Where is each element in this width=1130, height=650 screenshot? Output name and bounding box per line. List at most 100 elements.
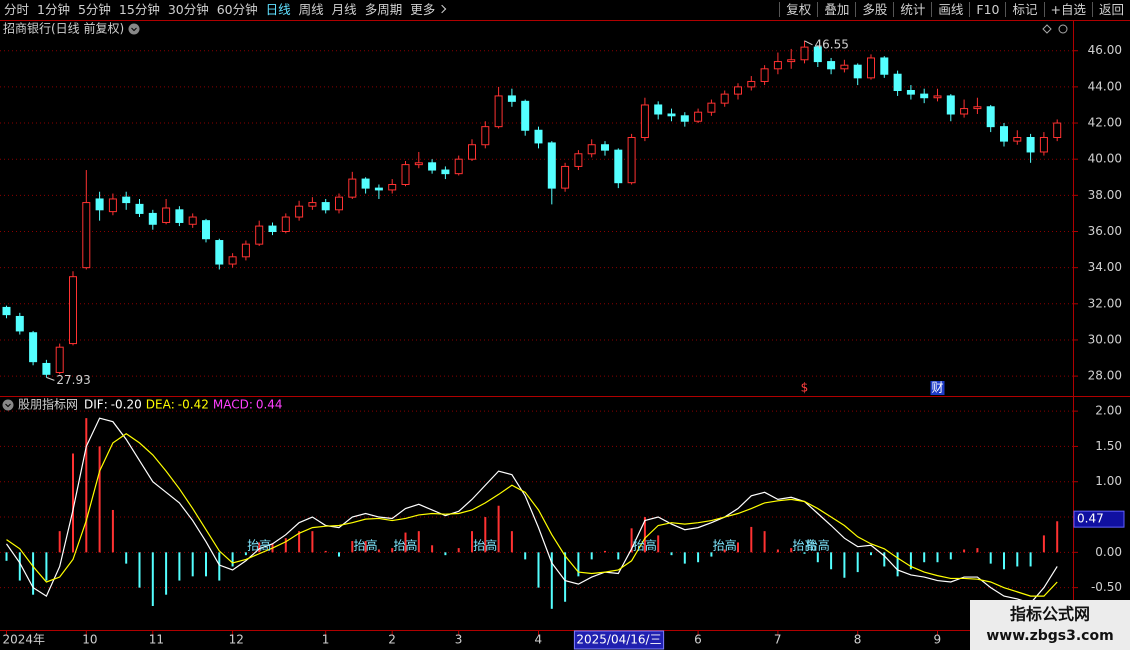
candle-body	[468, 144, 476, 160]
candle-body	[574, 153, 583, 167]
candle-body	[946, 95, 955, 115]
event-label: 财	[931, 381, 943, 395]
candle-body	[614, 149, 623, 184]
y-tick-label: 36.00	[1088, 224, 1122, 238]
toolbar-button[interactable]: 统计	[893, 2, 932, 17]
candle-body	[321, 202, 330, 211]
y-tick-label: 38.00	[1088, 188, 1122, 202]
candle-body	[1053, 122, 1062, 138]
candle-body	[694, 111, 703, 122]
candle-body	[521, 100, 530, 131]
candle-body	[734, 86, 742, 95]
toolbar-button[interactable]: 叠加	[817, 2, 856, 17]
y-tick-label: 28.00	[1088, 369, 1122, 383]
candle-body	[69, 276, 77, 345]
x-tick-label: 4	[535, 633, 543, 647]
candle-body	[507, 95, 516, 102]
candle-body	[95, 198, 104, 211]
y-tick-label: 1.50	[1095, 439, 1122, 453]
icon[interactable]	[1058, 24, 1068, 34]
legend-sep: :	[171, 398, 175, 412]
low-label: 27.93	[56, 373, 90, 387]
chart-title: 招商银行(日线 前复权)	[3, 21, 124, 36]
candle-body	[680, 115, 689, 122]
x-tick-label: 8	[854, 633, 862, 647]
candle-body	[162, 207, 171, 223]
toolbar-button[interactable]: 60分钟	[216, 2, 258, 17]
toolbar-button[interactable]: 30分钟	[167, 2, 209, 17]
candle-body	[42, 362, 51, 375]
icon[interactable]	[1042, 24, 1052, 34]
candle-body	[893, 73, 902, 91]
toolbar-button[interactable]: 周线	[298, 2, 324, 17]
toolbar-button[interactable]: 分时	[4, 2, 30, 17]
x-tick-label: 10	[82, 633, 97, 647]
menu-icon[interactable]	[2, 399, 14, 411]
toolbar-button[interactable]: 标记	[1005, 2, 1044, 17]
y-tick-label: 2.00	[1095, 404, 1122, 418]
x-tick-label: 2024年	[3, 633, 46, 647]
signal-label: 抬高	[473, 538, 497, 553]
legend-value: -0.20	[111, 398, 142, 412]
candle-body	[148, 212, 157, 225]
indicator-line	[6, 417, 1058, 604]
indicator-line	[6, 432, 1058, 597]
candle-body	[1013, 137, 1022, 142]
candle-body	[374, 187, 383, 191]
candle-body	[787, 59, 796, 63]
candle-body	[401, 164, 410, 186]
toolbar-button[interactable]: 1分钟	[37, 2, 70, 17]
candle-body	[534, 129, 543, 144]
legend-name: MACD	[213, 398, 249, 412]
candle-body	[906, 90, 915, 95]
toolbar-button[interactable]: 复权	[779, 2, 818, 17]
high-pointer	[804, 40, 813, 46]
x-tick-label: 7	[774, 633, 782, 647]
candle-body	[933, 95, 942, 99]
toolbar-button[interactable]: 画线	[931, 2, 970, 17]
toolbar-button[interactable]: 日线	[265, 2, 291, 17]
x-tick-label: 3	[455, 633, 463, 647]
x-tick-label: 12	[229, 633, 244, 647]
candle-body	[760, 68, 769, 82]
event-badge	[930, 381, 945, 395]
legend-value: 0.44	[256, 398, 283, 412]
legend-sep: :	[104, 398, 108, 412]
toolbar-button[interactable]: +自选	[1043, 2, 1092, 17]
signal-label: 抬高	[806, 538, 830, 553]
legend-name: DIF	[84, 398, 104, 412]
toolbar-button[interactable]: 5分钟	[77, 2, 111, 17]
candle-body	[15, 315, 24, 332]
toolbar-button[interactable]: 15分钟	[118, 2, 160, 17]
toolbar-button[interactable]: F10	[969, 2, 1006, 17]
candle-body	[268, 225, 277, 232]
cursor-value: 0.47	[1077, 512, 1104, 526]
candle-body	[2, 306, 11, 316]
x-tick-label: 9	[934, 633, 942, 647]
candle-body	[707, 102, 716, 113]
candle-body	[813, 46, 822, 63]
candle-body	[853, 64, 862, 79]
candle-body	[202, 220, 210, 240]
toolbar-button[interactable]: 多股	[855, 2, 894, 17]
toolbar-button[interactable]: 多周期	[364, 2, 403, 17]
candle-body	[454, 158, 463, 175]
candle-body	[960, 108, 969, 115]
candle-body	[627, 137, 636, 184]
candle-body	[241, 243, 250, 258]
candle-body	[720, 93, 729, 104]
candle-body	[920, 93, 929, 99]
candle-body	[108, 198, 117, 213]
candle-body	[1026, 137, 1035, 153]
menu-icon[interactable]	[128, 23, 140, 35]
signal-label: 抬高	[393, 538, 417, 553]
candle-body	[800, 46, 809, 61]
candle-body	[441, 169, 450, 175]
toolbar-button[interactable]: 更多	[406, 2, 449, 17]
toolbar-button[interactable]: 月线	[331, 2, 357, 17]
candle-body	[640, 104, 649, 138]
toolbar-button[interactable]: 返回	[1091, 2, 1130, 17]
candle-body	[773, 61, 782, 70]
candle-body	[880, 57, 889, 75]
